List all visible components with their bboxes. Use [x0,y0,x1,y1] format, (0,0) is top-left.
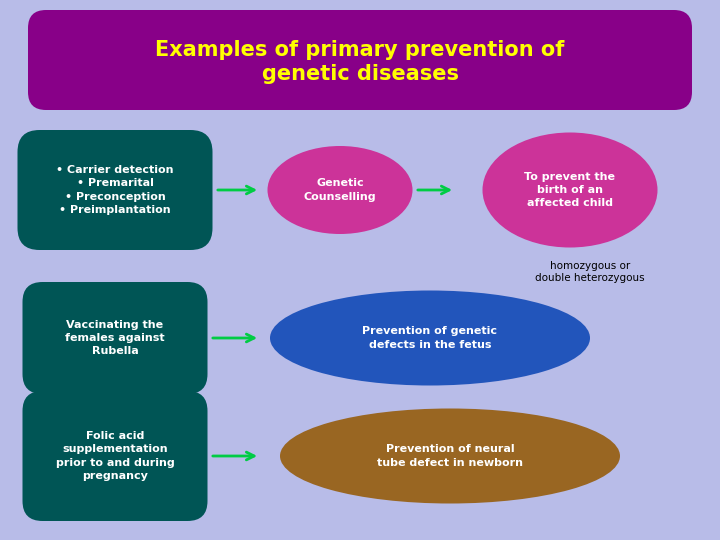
Text: Vaccinating the
females against
Rubella: Vaccinating the females against Rubella [66,320,165,356]
Text: Folic acid
supplementation
prior to and during
pregnancy: Folic acid supplementation prior to and … [55,431,174,481]
Text: homozygous or
double heterozygous: homozygous or double heterozygous [535,261,645,283]
FancyBboxPatch shape [28,10,692,110]
Text: Prevention of neural
tube defect in newborn: Prevention of neural tube defect in newb… [377,444,523,468]
Text: Examples of primary prevention of
genetic diseases: Examples of primary prevention of geneti… [156,39,564,84]
FancyBboxPatch shape [22,282,207,394]
Text: Genetic
Counselling: Genetic Counselling [304,178,377,201]
Ellipse shape [280,408,620,503]
Ellipse shape [482,132,657,247]
FancyBboxPatch shape [17,130,212,250]
Text: • Carrier detection
• Premarital
• Preconception
• Preimplantation: • Carrier detection • Premarital • Preco… [56,165,174,215]
Text: To prevent the
birth of an
affected child: To prevent the birth of an affected chil… [524,172,616,208]
Ellipse shape [268,146,413,234]
Text: Prevention of genetic
defects in the fetus: Prevention of genetic defects in the fet… [362,326,498,349]
FancyBboxPatch shape [22,391,207,521]
Ellipse shape [270,291,590,386]
